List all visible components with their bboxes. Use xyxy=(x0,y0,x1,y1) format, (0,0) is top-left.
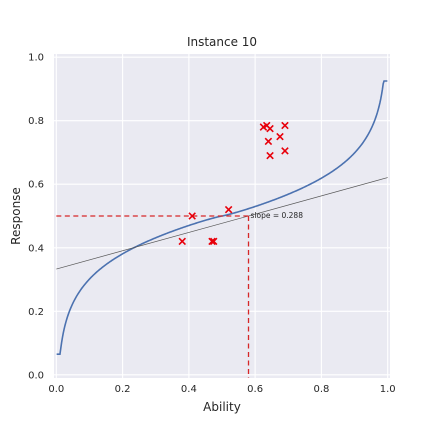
tangent-line xyxy=(56,177,388,270)
y-tick-label: 1.0 xyxy=(28,53,44,64)
chart-title: Instance 10 xyxy=(187,35,257,49)
data-point xyxy=(276,132,284,141)
x-tick-label: 0.2 xyxy=(115,384,131,395)
y-tick-label: 0.8 xyxy=(28,116,44,127)
y-tick-label: 0.2 xyxy=(28,307,44,318)
y-axis-label: Response xyxy=(9,187,23,245)
data-point xyxy=(208,237,216,246)
data-point xyxy=(281,147,289,155)
grid xyxy=(54,54,390,378)
x-tick-label: 0.4 xyxy=(181,384,197,395)
y-tick-label: 0.6 xyxy=(28,180,44,191)
data-point xyxy=(224,205,233,214)
slope-annotation: slope = 0.288 xyxy=(251,211,304,220)
data-point xyxy=(281,121,289,130)
y-tick-labels: 0.0 0.2 0.4 0.6 0.8 1.0 xyxy=(28,53,44,382)
scatter-points xyxy=(178,121,289,246)
x-tick-label: 1.0 xyxy=(380,384,396,395)
y-tick-label: 0.4 xyxy=(28,243,44,254)
x-tick-labels: 0.0 0.2 0.4 0.6 0.8 1.0 xyxy=(48,384,395,395)
data-point xyxy=(178,237,187,246)
data-point xyxy=(264,137,273,146)
data-point xyxy=(209,237,218,246)
data-point xyxy=(266,124,274,133)
x-axis-label: Ability xyxy=(203,400,241,414)
data-point xyxy=(266,151,274,160)
x-tick-label: 0.8 xyxy=(313,384,329,395)
x-tick-label: 0.0 xyxy=(48,384,64,395)
y-tick-label: 0.0 xyxy=(28,370,44,381)
data-point xyxy=(188,212,196,220)
x-tick-label: 0.6 xyxy=(247,384,263,395)
